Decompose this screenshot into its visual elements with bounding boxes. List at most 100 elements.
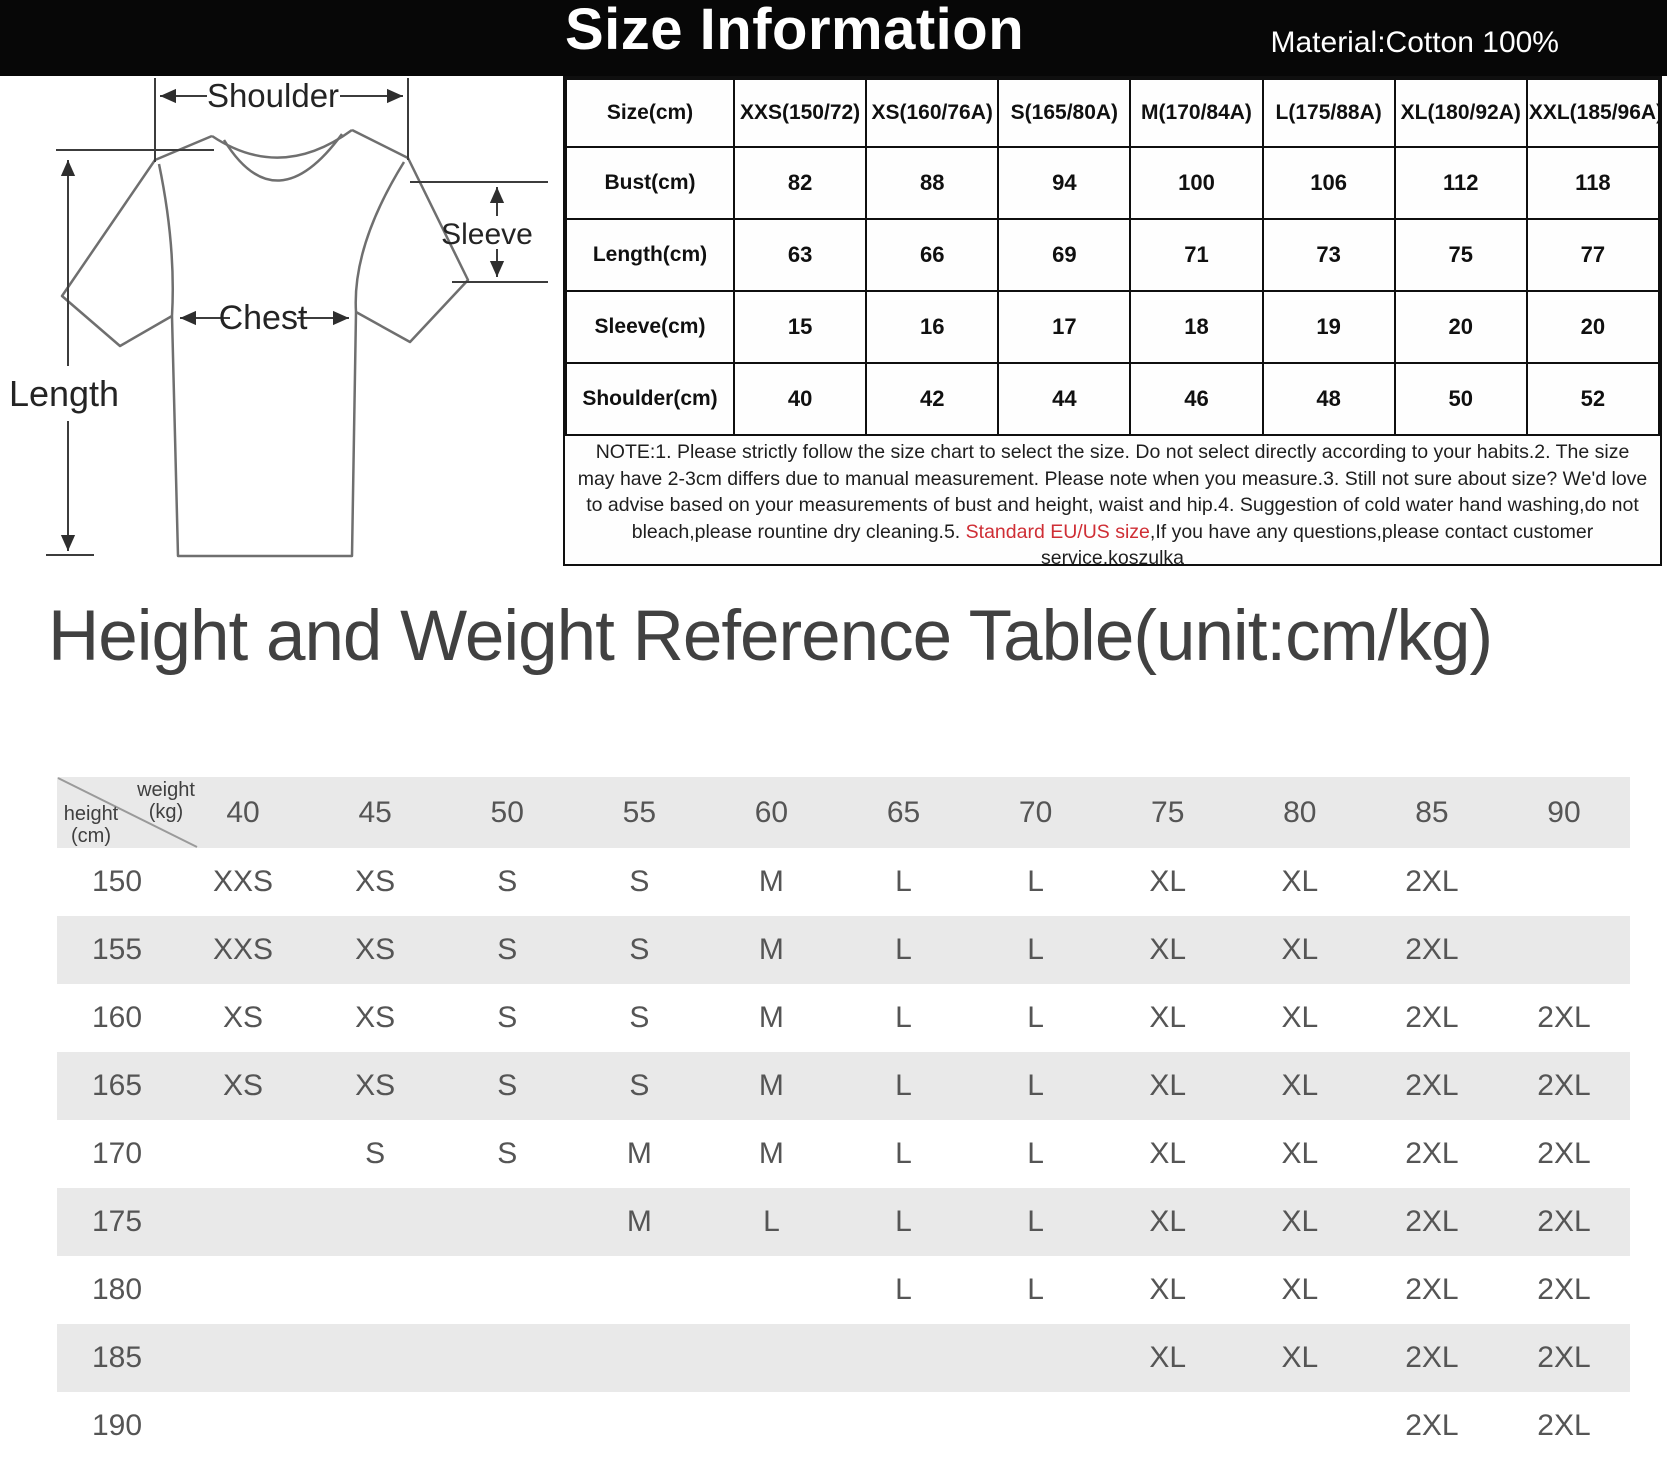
size-code-cell: L [895, 1137, 912, 1170]
measure-value-cell: 46 [1129, 362, 1264, 436]
sleeve-label: Sleeve [441, 218, 533, 251]
measure-value-cell: 112 [1393, 146, 1528, 220]
table-row: 155 XXS XS S S M L L XL XL 2XL [57, 916, 1630, 984]
size-code-cell: L [1027, 1069, 1044, 1102]
table-row: 150 XXS XS S S M L L XL XL 2XL [57, 848, 1630, 916]
size-code-cell: L [895, 1001, 912, 1034]
size-code-cell: S [629, 1069, 650, 1102]
table-row: 190 2XL 2XL [57, 1392, 1630, 1460]
size-code-cell: 2XL [1405, 1273, 1459, 1306]
weight-header-cell: 60 [754, 795, 789, 829]
size-code-cell: XL [1281, 1205, 1319, 1238]
weight-header-cell: 40 [226, 795, 260, 829]
size-table: Size(cm) XXS(150/72) XS(160/76A) S(165/80A)… [565, 78, 1661, 436]
size-code-cell: 2XL [1537, 1409, 1591, 1442]
size-column-header: XXL(185/96A) [1525, 78, 1661, 148]
note-highlight: Standard EU/US size [965, 520, 1150, 543]
size-column-header: XL(180/92A) [1393, 78, 1528, 148]
size-code-cell: M [758, 1069, 784, 1102]
size-code-cell: 2XL [1405, 1205, 1459, 1238]
size-code-cell: S [497, 1001, 518, 1034]
size-column-header: XS(160/76A) [865, 78, 1000, 148]
chest-label: Chest [219, 299, 308, 337]
size-code-cell: L [1027, 1205, 1044, 1238]
weight-header-cell: 70 [1018, 795, 1053, 829]
size-code-cell: XXS [213, 865, 274, 898]
page-title: Size Information [565, 0, 1025, 62]
size-code-cell: 2XL [1537, 1069, 1591, 1102]
size-code-cell: L [1027, 933, 1044, 966]
measure-value-cell: 63 [732, 218, 868, 292]
size-code-cell: S [365, 1137, 386, 1170]
size-code-cell: XL [1149, 1069, 1187, 1102]
note-part2: ,If you have any questions,please contac… [1040, 520, 1594, 570]
measure-value-cell: 88 [865, 146, 1000, 220]
size-code-cell: 2XL [1537, 1273, 1591, 1306]
size-code-cell: L [895, 865, 912, 898]
table-row: Sleeve(cm) 15 16 17 18 19 20 20 [565, 290, 1661, 364]
size-code-cell: S [629, 933, 650, 966]
size-code-cell: XL [1149, 1341, 1187, 1374]
table-row: 165 XS XS S S M L L XL XL 2XL 2XL [57, 1052, 1630, 1120]
weight-header-cell: 65 [886, 795, 921, 829]
size-code-cell: S [497, 1069, 518, 1102]
height-cell: 150 [91, 865, 143, 898]
size-code-cell: L [895, 933, 912, 966]
size-code-cell: XL [1281, 1273, 1319, 1306]
size-code-cell: XL [1281, 865, 1319, 898]
height-weight-table: weight (kg) height (cm) 40 45 50 55 60 65 70 75… [57, 777, 1630, 1460]
size-code-cell: XS [223, 1001, 264, 1034]
size-code-cell: L [895, 1273, 912, 1306]
height-cell: 155 [91, 933, 143, 966]
measure-value-cell: 52 [1525, 362, 1661, 436]
size-code-cell: XL [1281, 1001, 1319, 1034]
measure-value-cell: 73 [1261, 218, 1396, 292]
weight-header-cell: 45 [358, 795, 392, 829]
measure-value-cell: 16 [865, 290, 1000, 364]
weight-header-row: weight (kg) height (cm) 40 45 50 55 60 65 70 75… [57, 777, 1630, 848]
size-code-cell: XS [355, 1069, 396, 1102]
height-cell: 180 [91, 1273, 143, 1306]
size-column-header: S(165/80A) [997, 78, 1132, 148]
tshirt-diagram-svg: Shoulder Sleeve Chest [9, 77, 548, 558]
measure-value-cell: 42 [865, 362, 1000, 436]
measure-value-cell: 69 [997, 218, 1132, 292]
size-column-header: XXS(150/72) [732, 78, 868, 148]
size-code-cell: L [1027, 1273, 1044, 1306]
table-row: Length(cm) 63 66 69 71 73 75 77 [565, 218, 1661, 292]
length-dimension: Length [9, 149, 214, 556]
size-code-cell: L [895, 1069, 912, 1102]
size-code-cell: XS [355, 865, 396, 898]
size-code-cell: L [1027, 1001, 1044, 1034]
size-code-cell: XS [355, 1001, 396, 1034]
height-axis-label: height (cm) [63, 803, 119, 847]
size-code-cell: XL [1281, 1341, 1319, 1374]
table-row: 170 S S M M L L XL XL 2XL 2XL [57, 1120, 1630, 1188]
weight-header-cell: 50 [490, 795, 524, 829]
height-cell: 170 [91, 1137, 143, 1170]
size-code-cell: S [497, 933, 518, 966]
table-row: 185 XL XL 2XL 2XL [57, 1324, 1630, 1392]
size-code-cell: M [758, 1001, 784, 1034]
note-part1: NOTE:1. Please strictly follow the size … [577, 441, 1648, 543]
measure-value-cell: 82 [732, 146, 868, 220]
measure-value-cell: 18 [1129, 290, 1264, 364]
height-cell: 160 [91, 1001, 143, 1034]
size-code-cell: L [1027, 865, 1044, 898]
tshirt-measurement-diagram: Shoulder Sleeve Chest [0, 76, 548, 568]
measure-value-cell: 106 [1261, 146, 1396, 220]
size-code-cell: L [1027, 1137, 1044, 1170]
measure-value-cell: 48 [1261, 362, 1396, 436]
tshirt-outline-icon [60, 128, 470, 558]
table-row: Bust(cm) 82 88 94 100 106 112 118 [565, 146, 1661, 220]
size-code-cell: 2XL [1405, 933, 1459, 966]
size-column-header: M(170/84A) [1129, 78, 1264, 148]
size-code-cell: XL [1149, 933, 1187, 966]
measure-value-cell: 40 [732, 362, 868, 436]
measure-value-cell: 75 [1393, 218, 1528, 292]
measure-row-label: Bust(cm) [565, 146, 735, 220]
measure-value-cell: 118 [1525, 146, 1661, 220]
table-row: 175 M L L L XL XL 2XL 2XL [57, 1188, 1630, 1256]
size-code-cell: 2XL [1405, 1137, 1459, 1170]
measure-value-cell: 77 [1525, 218, 1661, 292]
